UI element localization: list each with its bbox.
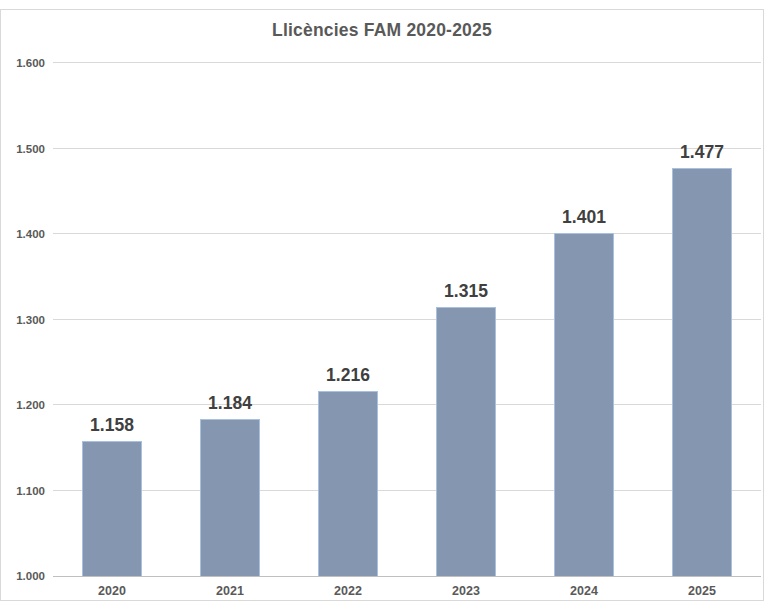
bar-slot: 1.216: [289, 63, 407, 576]
x-axis: 202020212022202320242025: [53, 578, 761, 598]
bar-slot: 1.315: [407, 63, 525, 576]
bar-value-label: 1.184: [208, 396, 252, 411]
bar: [82, 441, 142, 576]
bar-value-label: 1.216: [326, 368, 370, 383]
bar: [318, 391, 378, 576]
x-tick-label: 2020: [53, 578, 171, 598]
bar-value-label: 1.315: [444, 284, 488, 299]
bar-value-label: 1.401: [562, 210, 606, 225]
bar: [200, 419, 260, 576]
y-tick-label: 1.200: [16, 398, 45, 412]
chart-canvas: Llicències FAM 2020-2025 1.000 1.100 1.200…: [0, 0, 770, 614]
y-tick-label: 1.100: [16, 484, 45, 498]
x-tick-label: 2023: [407, 578, 525, 598]
y-tick-label: 1.600: [16, 56, 45, 70]
bar-slot: 1.158: [53, 63, 171, 576]
chart-frame: Llicències FAM 2020-2025 1.000 1.100 1.200…: [0, 9, 764, 601]
bar-value-label: 1.158: [90, 418, 134, 433]
y-tick-label: 1.500: [16, 142, 45, 156]
y-tick-label: 1.000: [16, 569, 45, 583]
plot-area: 1.158 1.184 1.216 1.315 1.401 1.477: [53, 63, 761, 577]
x-tick-label: 2025: [643, 578, 761, 598]
bar-value-label: 1.477: [680, 145, 724, 160]
chart-title: Llicències FAM 2020-2025: [1, 20, 763, 41]
bar-slot: 1.184: [171, 63, 289, 576]
bar-slot: 1.401: [525, 63, 643, 576]
x-tick-label: 2022: [289, 578, 407, 598]
bar: [436, 307, 496, 576]
bar-slot: 1.477: [643, 63, 761, 576]
y-axis: 1.0001.1001.2001.3001.4001.5001.600: [1, 63, 45, 576]
x-tick-label: 2024: [525, 578, 643, 598]
y-tick-label: 1.400: [16, 227, 45, 241]
y-tick-label: 1.300: [16, 313, 45, 327]
x-tick-label: 2021: [171, 578, 289, 598]
bar: [554, 233, 614, 576]
bars-layer: 1.158 1.184 1.216 1.315 1.401 1.477: [53, 63, 761, 576]
bar: [672, 168, 732, 576]
